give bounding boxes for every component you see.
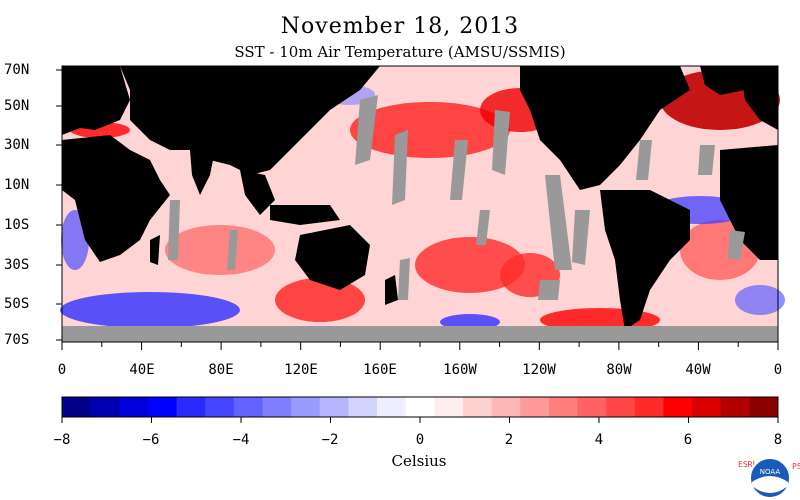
lon-label: 120W xyxy=(522,362,556,378)
land-southeast-asia xyxy=(240,170,275,215)
colorbar-tick-label: −4 xyxy=(232,432,250,448)
colorbar-swatch xyxy=(62,397,92,417)
colorbar-swatch xyxy=(176,397,206,417)
colorbar-swatch xyxy=(491,397,521,417)
cold-anomaly-southern-indian xyxy=(60,292,240,328)
logo-emblem-text: NOAA xyxy=(760,468,781,476)
cold-anomaly-southern-ocean-east xyxy=(735,285,785,315)
land-north-america xyxy=(520,66,690,190)
lat-label: 50S xyxy=(4,296,30,312)
colorbar-tick-label: 6 xyxy=(683,432,693,448)
colorbar-tick-label: −6 xyxy=(142,432,160,448)
colorbar-swatch xyxy=(520,397,550,417)
lat-label: 10S xyxy=(4,217,30,233)
lon-label: 160W xyxy=(443,362,477,378)
land-eurasia-west xyxy=(62,66,130,135)
colorbar-swatch xyxy=(548,397,579,417)
land-south-america xyxy=(600,190,690,330)
colorbar-unit-label: Celsius xyxy=(391,452,447,470)
logo-right-letters: PSD xyxy=(792,462,800,471)
lon-label: 80E xyxy=(208,362,234,378)
colorbar-swatch xyxy=(119,397,149,417)
colorbar-swatch xyxy=(577,397,607,417)
colorbar-tick-label: −8 xyxy=(53,432,71,448)
land-greenland xyxy=(700,66,750,95)
lat-label: 30N xyxy=(4,137,30,153)
land-africa xyxy=(62,135,170,262)
warm-anomaly-indian xyxy=(165,225,275,275)
warm-anomaly-tasman xyxy=(275,278,365,322)
lon-label: 120E xyxy=(284,362,318,378)
colorbar-swatch xyxy=(348,397,378,417)
lat-label: 30S xyxy=(4,257,30,273)
land-asia xyxy=(120,66,380,175)
lat-ticks xyxy=(56,69,62,341)
lon-label: 80W xyxy=(606,362,632,378)
colorbar-swatch xyxy=(147,397,178,417)
land-new-zealand xyxy=(385,275,398,305)
lon-label: 0 xyxy=(57,362,67,378)
colorbar-swatch xyxy=(90,397,120,417)
land-madagascar xyxy=(150,235,160,265)
lat-label: 70N xyxy=(4,62,30,78)
map-subtitle: SST - 10m Air Temperature (AMSU/SSMIS) xyxy=(234,43,566,61)
map-title: November 18, 2013 xyxy=(280,14,520,39)
land-india xyxy=(190,150,215,195)
colorbar-swatch xyxy=(749,397,779,417)
colorbar-swatch xyxy=(634,397,664,417)
colorbar-tick-label: −2 xyxy=(321,432,339,448)
colorbar-tick-label: 2 xyxy=(504,432,514,448)
colorbar-tick-label: 4 xyxy=(594,432,604,448)
colorbar-swatch xyxy=(377,397,407,417)
warm-anomaly-south-pacific xyxy=(415,237,525,293)
colorbar-swatch xyxy=(434,397,464,417)
colorbar-swatch xyxy=(205,397,235,417)
noaa-logo: NOAA xyxy=(749,457,791,499)
land-europe-east xyxy=(740,66,778,130)
lat-label: 50N xyxy=(4,98,30,114)
colorbar-swatch xyxy=(319,397,349,417)
land xyxy=(62,66,778,330)
land-africa-east xyxy=(720,145,778,260)
lon-label: 0 xyxy=(773,362,783,378)
logo-left-letters: ESRL xyxy=(738,460,758,469)
lon-label: 40W xyxy=(685,362,711,378)
land-australia xyxy=(295,225,370,290)
colorbar-tick-label: 0 xyxy=(415,432,425,448)
colorbar-swatch xyxy=(663,397,693,417)
lon-label: 40E xyxy=(129,362,155,378)
colorbar-swatch xyxy=(291,397,321,417)
colorbar-swatch xyxy=(720,397,750,417)
colorbar-swatch xyxy=(692,397,722,417)
lat-label: 10N xyxy=(4,177,30,193)
colorbar-swatch xyxy=(606,397,636,417)
colorbar-swatch xyxy=(405,397,435,417)
missing-data-swaths xyxy=(168,95,745,300)
colorbar-tick-label: 8 xyxy=(773,432,783,448)
colorbar-swatch xyxy=(462,397,493,417)
colorbar-swatch xyxy=(262,397,292,417)
land-indonesia xyxy=(270,205,340,225)
lon-label: 160E xyxy=(363,362,397,378)
colorbar-swatch xyxy=(233,397,263,417)
warm-anomaly-north-pacific xyxy=(350,102,510,158)
lat-label: 70S xyxy=(4,332,30,348)
missing-data-antarctic-band xyxy=(62,326,778,342)
lon-ticks xyxy=(61,342,779,350)
